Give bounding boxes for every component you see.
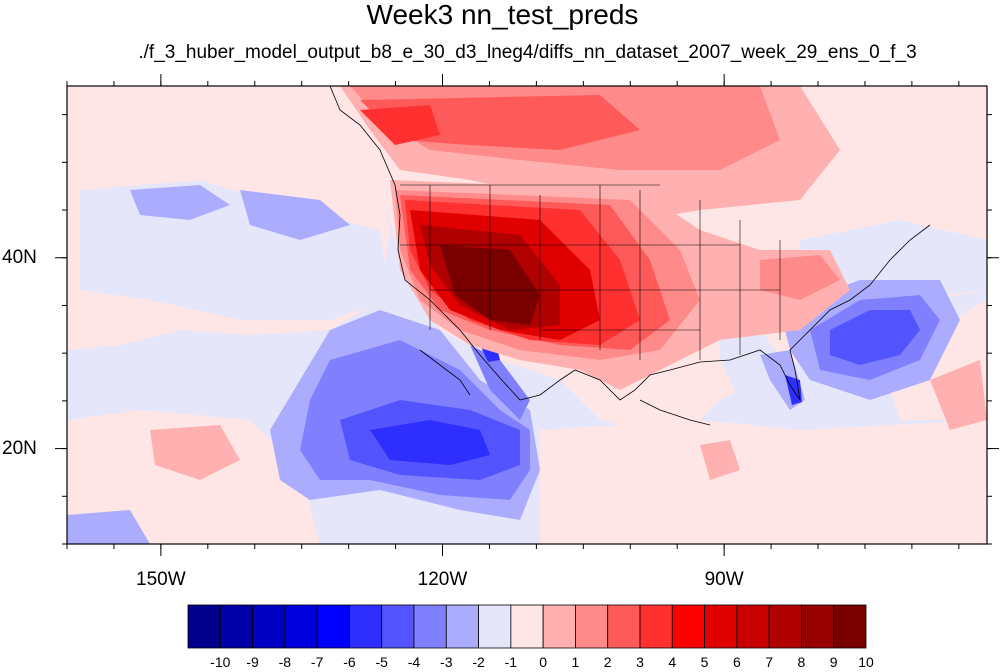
colorbar-swatch	[736, 604, 770, 649]
colorbar-label: 8	[797, 654, 806, 670]
colorbar-swatch	[833, 604, 867, 649]
colorbar-label: 4	[668, 654, 677, 670]
colorbar-label: 10	[858, 654, 874, 670]
coastlines	[329, 86, 931, 426]
colorbar-swatch	[445, 604, 479, 649]
map-frame	[66, 85, 988, 545]
colorbar-swatch	[607, 604, 641, 649]
colorbar-label: 6	[732, 654, 741, 670]
colorbar-swatch	[575, 604, 609, 649]
colorbar-swatch	[768, 604, 802, 649]
lon-tick-label: 120W	[417, 569, 468, 590]
axis-ticks	[55, 74, 999, 556]
colorbar-swatch	[671, 604, 705, 649]
lat-tick-label: 40N	[2, 246, 37, 268]
colorbar-label: -8	[278, 654, 292, 670]
colorbar-swatch	[542, 604, 576, 649]
colorbar-label: 2	[603, 654, 612, 670]
colorbar-swatch	[284, 604, 318, 649]
state-borders	[400, 184, 781, 360]
colorbar-label: -2	[472, 654, 485, 670]
colorbar-swatch	[349, 604, 383, 649]
colorbar-swatch	[187, 604, 221, 649]
colorbar-label: 7	[765, 654, 774, 670]
colorbar-swatch	[801, 604, 835, 649]
map-plot-area	[67, 86, 987, 544]
colorbar-swatch	[413, 604, 447, 649]
lon-tick-label: 150W	[136, 569, 186, 590]
colorbar-label: -10	[210, 654, 231, 670]
colorbar-swatch	[316, 604, 350, 649]
colorbar	[187, 604, 867, 649]
colorbar-label: -9	[246, 654, 259, 670]
colorbar-label: 9	[829, 654, 838, 670]
colorbar-label: -3	[440, 654, 453, 670]
lat-tick-label: 20N	[2, 437, 37, 459]
colorbar-label: 5	[700, 654, 709, 670]
map-subtitle: ./f_3_huber_model_output_b8_e_30_d3_lneg…	[138, 42, 917, 63]
colorbar-swatch	[252, 604, 286, 649]
colorbar-label: -7	[310, 654, 324, 670]
colorbar-swatch	[704, 604, 738, 649]
colorbar-swatch	[381, 604, 415, 649]
colorbar-label: -1	[504, 654, 518, 670]
colorbar-label: 1	[571, 654, 580, 670]
colorbar-swatch	[478, 604, 512, 649]
colorbar-label: 3	[636, 654, 644, 670]
colorbar-label: -4	[407, 654, 421, 670]
colorbar-label: -6	[343, 654, 356, 670]
colorbar-swatch	[510, 604, 544, 649]
colorbar-label: 0	[539, 654, 548, 670]
colorbar-swatch	[219, 604, 253, 649]
lon-tick-label: 90W	[704, 569, 744, 590]
map-title: Week3 nn_test_preds	[366, 0, 639, 30]
colorbar-label: -5	[375, 654, 388, 670]
colorbar-swatch	[639, 604, 673, 649]
